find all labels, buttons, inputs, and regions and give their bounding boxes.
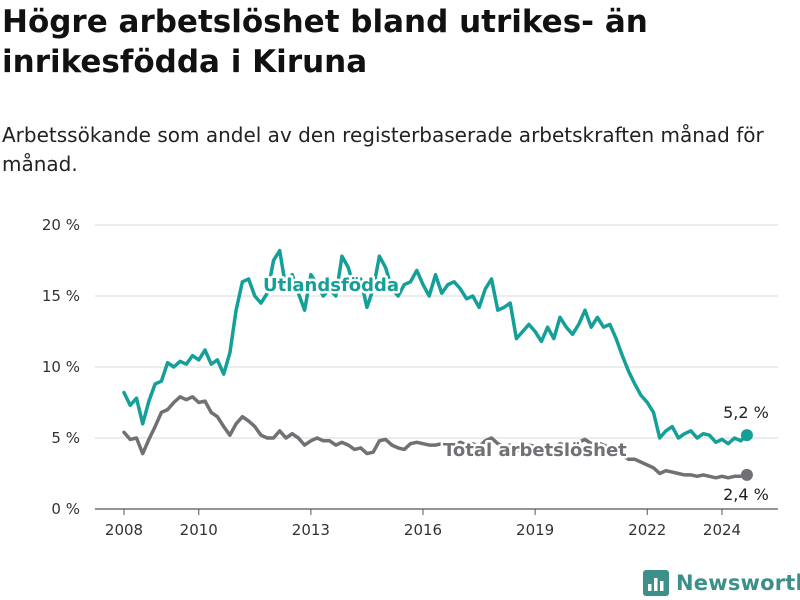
y-tick-label: 0 % xyxy=(51,500,80,518)
x-tick-label: 2019 xyxy=(516,521,554,539)
bar-chart-icon xyxy=(643,570,669,596)
x-axis: 2008 2010 2013 2016 2019 2022 2024 xyxy=(105,509,741,539)
y-tick-label: 10 % xyxy=(42,358,80,376)
series-line-total xyxy=(122,395,749,480)
brand-logo: Newsworthy xyxy=(643,566,800,600)
x-tick-label: 2022 xyxy=(628,521,666,539)
y-tick-label: 15 % xyxy=(42,287,80,305)
x-tick-label: 2024 xyxy=(703,521,741,539)
end-value-label-total: 2,4 % xyxy=(723,485,769,504)
chart-lines xyxy=(122,248,753,481)
series-label-utlandsfodda: Utlandsfödda xyxy=(263,275,399,296)
chart-subtitle: Arbetssökande som andel av den registerb… xyxy=(2,123,764,176)
series-end-point-utlandsfodda xyxy=(740,429,753,442)
brand-name: Newsworthy xyxy=(676,571,800,595)
y-tick-label: 20 % xyxy=(42,216,80,234)
x-tick-label: 2010 xyxy=(180,521,218,539)
chart-labels: Utlandsfödda Total arbetslöshet 5,2 % 2,4 % xyxy=(261,273,769,505)
series-line-utlandsfodda xyxy=(122,248,749,446)
series-label-total: Total arbetslöshet xyxy=(443,440,627,461)
series-end-point-total xyxy=(740,468,753,481)
x-tick-label: 2016 xyxy=(404,521,442,539)
y-tick-label: 5 % xyxy=(51,429,80,447)
chart-grid: 0 % 5 % 10 % 15 % 20 % xyxy=(42,216,778,518)
chart-title: Högre arbetslöshet bland utrikes- än inr… xyxy=(2,4,648,80)
x-tick-label: 2013 xyxy=(292,521,330,539)
end-value-label-utlandsfodda: 5,2 % xyxy=(723,403,769,422)
x-tick-label: 2008 xyxy=(105,521,143,539)
